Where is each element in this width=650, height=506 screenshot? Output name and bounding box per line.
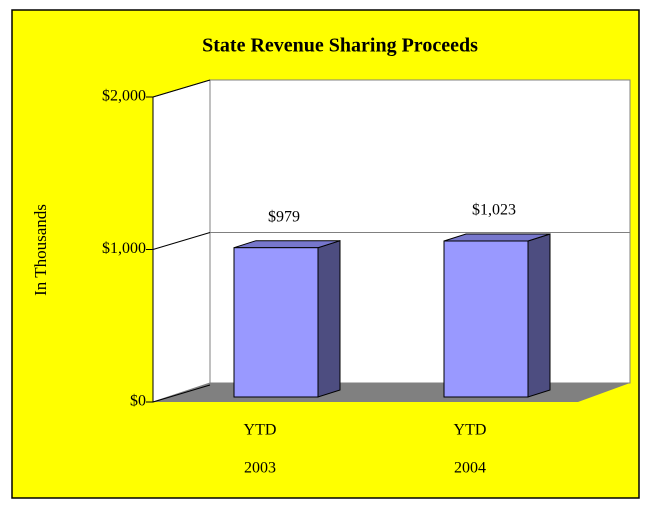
- x-tick-label: 2003: [244, 460, 276, 477]
- bar: [443, 240, 529, 398]
- side-grid-line: [152, 232, 211, 250]
- side-grid-line: [152, 79, 211, 98]
- x-tick-label: YTD: [454, 422, 487, 439]
- x-tick-label: 2004: [454, 460, 486, 477]
- x-tick-label: YTD: [244, 422, 277, 439]
- chart-title: State Revenue Sharing Proceeds: [202, 35, 478, 57]
- y-tick-label: $1,000: [102, 240, 146, 257]
- bar-side: [527, 233, 551, 398]
- value-label: $979: [268, 208, 300, 225]
- y-tick-label: $2,000: [102, 88, 146, 105]
- bar-side: [317, 240, 341, 398]
- y-axis-label: In Thousands: [31, 204, 50, 296]
- side-grid-line: [152, 384, 211, 403]
- floor: [153, 383, 630, 402]
- value-label: $1,023: [472, 202, 516, 219]
- bar: [233, 247, 319, 398]
- y-tick-label: $0: [130, 393, 146, 410]
